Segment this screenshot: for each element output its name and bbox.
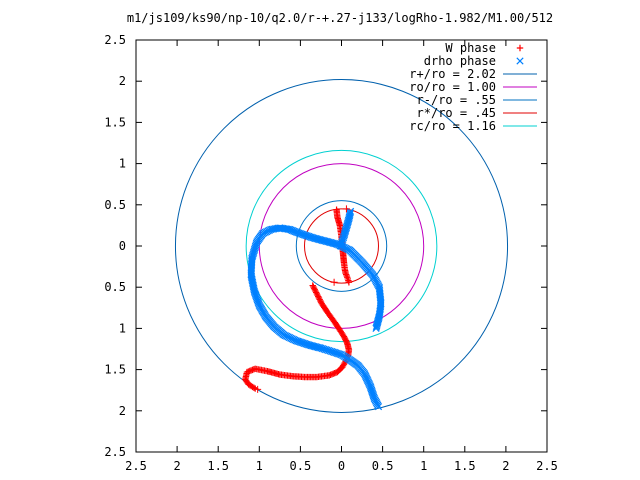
data-point [315, 293, 322, 300]
x-tick-label: 0.5 [290, 459, 312, 473]
legend-label: ro/ro = 1.00 [409, 80, 496, 94]
legend-label: W phase [445, 41, 496, 55]
data-point [314, 292, 321, 299]
data-point [310, 285, 318, 292]
x-tick-label: 0 [338, 459, 345, 473]
x-tick-label: 1.5 [454, 459, 476, 473]
y-tick-label: 1.5 [104, 115, 126, 129]
x-tick-label: 2 [173, 459, 180, 473]
data-point [250, 384, 258, 391]
endpoint-marker [330, 278, 338, 286]
point-layer [242, 205, 385, 411]
y-tick-label: 2.5 [104, 33, 126, 47]
tick-layer: 2.5 2 1.5 1 0.5 0 0.5 1 1.5 2 2.52.521.510.500.511… [104, 33, 558, 473]
legend-label: r*/ro = .45 [417, 106, 496, 120]
endpoint-marker [342, 205, 350, 213]
legend-marker [516, 44, 524, 52]
data-point [310, 283, 317, 291]
legend-label: r-/ro = .55 [417, 93, 496, 107]
y-tick-label: 0.5 [104, 198, 126, 212]
y-tick-label: 2 [119, 74, 126, 88]
y-tick-label: 2 [119, 404, 126, 418]
data-point [313, 290, 321, 297]
x-tick-label: 0.5 [372, 459, 394, 473]
endpoint-marker [254, 385, 262, 393]
x-tick-label: 1 [256, 459, 263, 473]
x-tick-label: 2 [502, 459, 509, 473]
circle-curve [245, 149, 438, 343]
circle-curve [295, 200, 388, 292]
data-point [309, 282, 316, 289]
data-point [317, 297, 324, 305]
data-point [372, 323, 381, 331]
circle-curve [174, 79, 509, 413]
data-point [312, 287, 319, 295]
x-tick-label: 1 [420, 459, 427, 473]
y-tick-label: 1 [119, 321, 126, 335]
data-point [311, 286, 318, 293]
data-point [315, 294, 323, 302]
legend-marker [516, 57, 524, 65]
legend-label: drho phase [424, 54, 496, 68]
data-point [312, 289, 320, 296]
data-point [345, 279, 353, 286]
x-tick-label: 2.5 [125, 459, 147, 473]
data-point [372, 324, 380, 333]
series-drho-phase [247, 207, 385, 411]
data-point [283, 225, 291, 233]
y-tick-label: 0.5 [104, 280, 126, 294]
y-tick-label: 1 [119, 157, 126, 171]
legend-label: rc/ro = 1.16 [409, 119, 496, 133]
chart-title: m1/js109/ks90/np-10/q2.0/r-+.27-j133/log… [127, 11, 553, 25]
y-tick-label: 0 [119, 239, 126, 253]
circle-curve [304, 208, 379, 284]
y-tick-label: 2.5 [104, 445, 126, 459]
legend-label: r+/ro = 2.02 [409, 67, 496, 81]
y-tick-label: 1.5 [104, 363, 126, 377]
x-tick-label: 2.5 [536, 459, 558, 473]
x-tick-label: 1.5 [207, 459, 229, 473]
data-point [316, 296, 323, 303]
